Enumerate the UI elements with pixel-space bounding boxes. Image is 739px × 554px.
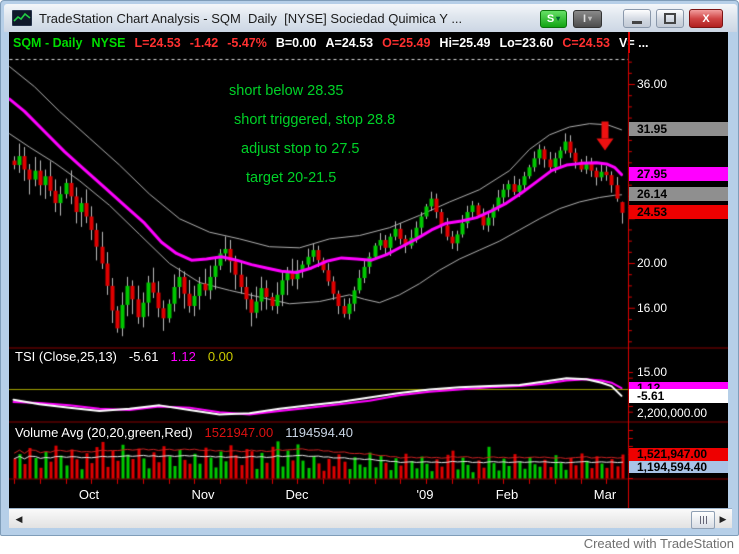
quote-segment: C=24.53: [562, 35, 610, 50]
month-label: Feb: [495, 487, 519, 502]
axis-value-badge: 1,521,947.00: [629, 448, 728, 461]
quote-segment: Lo=23.60: [499, 35, 554, 50]
indicator-button-label: I: [582, 12, 587, 25]
axis-tick-label: 2,200,000.00: [637, 406, 708, 420]
axis-value-badge: 27.95: [629, 167, 728, 182]
scrollbar-thumb[interactable]: [691, 511, 715, 529]
axis-tick-label: 15.00: [637, 365, 668, 379]
chevron-down-icon: ▾: [556, 14, 561, 23]
axis-tick-label: 16.00: [637, 300, 668, 315]
quote-segment: L=24.53: [134, 35, 181, 50]
month-label: Nov: [191, 487, 215, 502]
footer: Created with TradeStation: [0, 536, 739, 554]
created-with-label: Created with TradeStation: [583, 536, 734, 551]
trade-annotation: short below 28.35: [229, 83, 344, 99]
axis-line: [628, 32, 630, 53]
month-label: '09: [416, 487, 434, 502]
trade-annotation: adjust stop to 27.5: [241, 141, 360, 157]
trade-annotation: short triggered, stop 28.8: [234, 112, 396, 128]
quote-segment: O=25.49: [382, 35, 431, 50]
volume-pane-label: Volume Avg (20,20,green,Red) 1521947.00 11…: [15, 425, 365, 440]
window-title: TradeStation Chart Analysis - SQM Daily …: [39, 10, 463, 26]
month-label: Oct: [78, 487, 100, 502]
tradestation-window: TradeStation Chart Analysis - SQM Daily …: [0, 0, 739, 536]
month-label: Dec: [285, 487, 309, 502]
scroll-right-arrow[interactable]: ▶: [719, 513, 727, 524]
quote-segment: V= ...: [618, 35, 649, 50]
title-bar[interactable]: TradeStation Chart Analysis - SQM Daily …: [4, 4, 737, 32]
axis-value-badge: -5.61: [629, 389, 728, 404]
restore-button[interactable]: [656, 9, 684, 28]
axis-value-badge: 1,194,594.40: [629, 461, 728, 473]
axis-tick-label: 20.00: [637, 256, 668, 270]
indicator-value: 1194594.40: [285, 425, 353, 440]
strategy-button-label: S: [546, 12, 555, 25]
quote-segment: A=24.53: [325, 35, 374, 50]
axis-value-badge: 24.53: [629, 205, 728, 220]
quote-segment: SQM - Daily: [13, 35, 83, 50]
tsi-pane-label: TSI (Close,25,13) -5.61 1.12 0.00: [15, 349, 245, 364]
month-label: Mar: [593, 487, 617, 502]
axis-value-badge: 26.14: [629, 187, 728, 202]
chart-region: short below 28.35 short triggered, stop 2…: [9, 53, 728, 508]
quote-segment: Hi=25.49: [439, 35, 491, 50]
quote-segment: NYSE: [91, 35, 126, 50]
minimize-button[interactable]: [623, 9, 651, 28]
quote-segment: -5.47%: [227, 35, 267, 50]
app-icon: [11, 9, 33, 27]
quote-bar: SQM - Daily NYSE L=24.53 -1.42 -5.47% B=0.00 A…: [9, 32, 728, 53]
minimize-icon: [632, 21, 642, 24]
trade-annotation: target 20-21.5: [246, 170, 337, 186]
axis-tick-label: 36.00: [637, 77, 668, 91]
horizontal-scrollbar[interactable]: ◀ ▶: [9, 508, 732, 529]
close-button[interactable]: X: [689, 9, 723, 28]
indicator-button[interactable]: I ▾: [573, 9, 602, 28]
titlebar-buttons: S ▾ I ▾ X: [540, 9, 723, 28]
strategy-button[interactable]: S ▾: [540, 9, 567, 28]
restore-icon: [664, 13, 676, 24]
indicator-name: Volume Avg (20,20,green,Red): [15, 425, 193, 440]
chart-canvas[interactable]: [9, 53, 728, 508]
axis-value-badge: 31.95: [629, 122, 728, 137]
indicator-value: 1.12: [170, 349, 196, 364]
quote-segment: B=0.00: [275, 35, 317, 50]
close-icon: X: [702, 12, 710, 25]
scroll-left-arrow[interactable]: ◀: [15, 513, 23, 524]
indicator-value: -5.61: [128, 349, 159, 364]
indicator-value: 0.00: [207, 349, 234, 364]
quote-segment: -1.42: [189, 35, 219, 50]
chevron-down-icon: ▾: [588, 14, 593, 23]
indicator-value: 1521947.00: [204, 425, 274, 440]
indicator-name: TSI (Close,25,13): [15, 349, 117, 364]
